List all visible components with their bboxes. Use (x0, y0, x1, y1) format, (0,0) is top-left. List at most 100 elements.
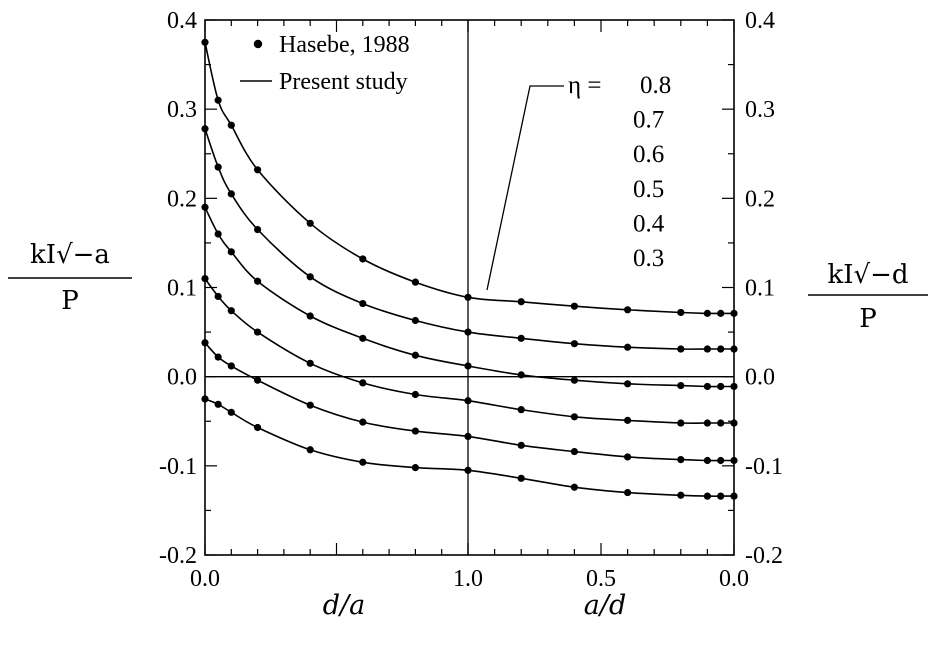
axis-ticks (204, 19, 735, 556)
x-tick-label: 1.0 (453, 566, 483, 592)
data-point (517, 371, 525, 379)
data-point (306, 446, 314, 454)
eta-value-label: 0.5 (633, 176, 664, 203)
y-tick-label-right: -0.2 (745, 543, 783, 569)
data-point (624, 306, 632, 314)
data-point (517, 298, 525, 306)
reference-lines (205, 20, 734, 555)
y-tick-label-right: 0.2 (745, 186, 775, 212)
data-point (411, 316, 419, 325)
y-label-left-numerator: kI√−a (30, 240, 110, 270)
eta-value-label: 0.8 (640, 72, 671, 99)
data-point (227, 307, 235, 315)
data-point (359, 299, 367, 308)
data-point (306, 219, 314, 227)
data-point (359, 255, 367, 263)
data-point (359, 334, 367, 342)
data-point (254, 376, 262, 384)
data-point (677, 419, 685, 427)
y-tick-label-left: 0.2 (167, 186, 197, 212)
eta-value-label: 0.4 (633, 210, 665, 237)
data-point (464, 362, 472, 370)
data-point (677, 345, 685, 353)
data-point (411, 427, 419, 435)
data-point (464, 432, 472, 441)
data-point (306, 312, 314, 320)
y-tick-label-left: 0.3 (167, 97, 197, 123)
legend-marker-symbol (253, 39, 263, 49)
data-point (717, 419, 725, 427)
data-point (624, 343, 632, 351)
data-point (359, 379, 367, 387)
y-tick-label-left: 0.4 (167, 8, 197, 34)
eta-value-label: 0.3 (633, 245, 664, 272)
data-point (703, 309, 712, 317)
data-point (306, 401, 314, 409)
y-label-right-denominator: P (859, 304, 877, 334)
data-point (227, 248, 235, 256)
data-point (677, 455, 685, 464)
data-point (717, 456, 725, 465)
y-tick-label-left: -0.2 (159, 543, 197, 569)
data-point (214, 400, 222, 408)
data-point (517, 406, 525, 414)
legend-line-label: Present study (279, 69, 408, 95)
data-point (624, 416, 632, 424)
y-label-left-denominator: P (61, 286, 79, 316)
data-point (703, 492, 712, 500)
x-axis-label-right: a/d (584, 590, 626, 621)
data-point (717, 309, 725, 317)
data-point (254, 328, 262, 336)
eta-values: 0.8 0.7 0.6 0.5 0.4 0.3 (633, 72, 671, 272)
data-point (214, 96, 222, 104)
data-point (624, 453, 632, 461)
data-point (570, 447, 579, 456)
data-point (464, 466, 472, 474)
data-point (703, 456, 712, 465)
y-tick-label-left: 0.0 (167, 365, 197, 391)
y-tick-label-right: -0.1 (745, 454, 783, 480)
x-tick-label: 0.0 (719, 566, 749, 592)
data-point (214, 163, 222, 171)
data-point (570, 340, 579, 348)
data-point (254, 166, 262, 174)
data-point (624, 380, 632, 388)
data-point (703, 382, 712, 391)
data-point (570, 302, 579, 310)
axis-tick-labels: -0.2 -0.1 0.0 0.1 0.2 0.3 0.4 -0.2 -0.1 0.0 0.1 0.2… (159, 8, 783, 592)
eta-label: η = (568, 72, 601, 99)
series-line-5 (204, 398, 734, 497)
data-point (306, 273, 314, 281)
data-point (254, 225, 262, 234)
data-point (517, 334, 525, 342)
data-point (464, 328, 472, 336)
data-point (717, 345, 725, 353)
x-axis-label-left: d/a (323, 590, 365, 621)
y-axis-label-right: kI√−d P (808, 260, 928, 334)
data-point (411, 390, 419, 399)
y-tick-label-right: 0.4 (745, 8, 775, 34)
y-label-right-numerator: kI√−d (827, 260, 908, 290)
data-point (227, 121, 235, 129)
plot-frame (204, 19, 735, 556)
data-point (359, 418, 367, 426)
data-point (717, 382, 725, 391)
data-point (517, 441, 525, 449)
data-point (677, 308, 685, 317)
data-point (570, 376, 579, 384)
y-tick-label-left: -0.1 (159, 454, 197, 480)
eta-value-label: 0.6 (633, 141, 664, 168)
data-point (624, 488, 632, 497)
data-point (227, 408, 235, 416)
data-point (227, 362, 235, 370)
data-point (464, 293, 472, 301)
data-point (359, 458, 367, 466)
data-point (570, 483, 579, 491)
y-tick-label-right: 0.1 (745, 276, 775, 302)
data-point (570, 413, 579, 421)
data-point (227, 190, 235, 198)
data-point (254, 277, 262, 285)
data-point (677, 491, 685, 499)
data-point (464, 397, 472, 405)
data-point (214, 230, 222, 238)
